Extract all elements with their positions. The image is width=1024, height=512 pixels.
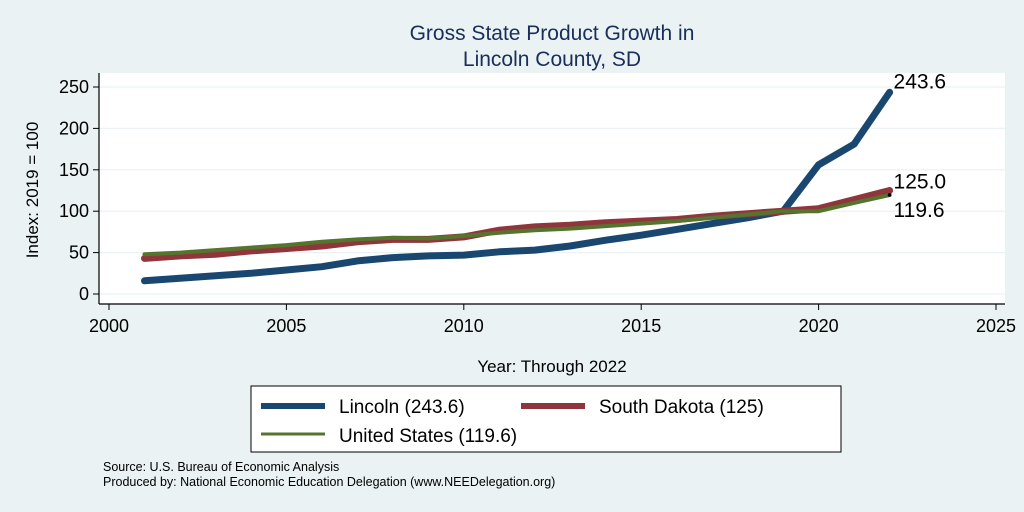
- x-tick-label: 2005: [266, 316, 306, 336]
- chart-title-line-1: Gross State Product Growth in: [410, 22, 695, 45]
- legend-label-united-states: United States (119.6): [339, 426, 517, 447]
- x-axis-title: Year: Through 2022: [477, 357, 626, 376]
- y-tick-label: 200: [59, 118, 89, 138]
- y-tick-label: 50: [69, 243, 89, 263]
- axes: 0 50 100 150 200 250 2000 2005 2010 2015 2020 2025: [59, 73, 1016, 336]
- x-tick-label: 2010: [444, 316, 484, 336]
- plot-area: [99, 73, 1005, 304]
- legend-box: [250, 385, 842, 453]
- legend: Lincoln (243.6) South Dakota (125) Unite…: [250, 385, 842, 453]
- x-tick-label: 2015: [621, 316, 661, 336]
- y-tick-label: 250: [59, 77, 89, 97]
- end-label-united-states: 119.6: [894, 199, 945, 222]
- legend-label-lincoln: Lincoln (243.6): [339, 397, 465, 418]
- end-label-south-dakota: 125.0: [894, 171, 947, 194]
- y-tick-label: 150: [59, 160, 89, 180]
- x-tick-label: 2000: [89, 316, 129, 336]
- end-point-marker: [887, 193, 892, 197]
- y-tick-label: 100: [59, 201, 89, 221]
- legend-label-south-dakota: South Dakota (125): [599, 397, 764, 418]
- y-tick-label: 0: [79, 284, 89, 304]
- series-line-united-states: [142, 193, 892, 257]
- y-axis-title: Index: 2019 = 100: [23, 122, 42, 259]
- source-note: Source: U.S. Bureau of Economic Analysis: [103, 460, 339, 474]
- x-tick-label: 2025: [976, 316, 1016, 336]
- series-lines: [141, 88, 894, 285]
- produced-by-note: Produced by: National Economic Education…: [103, 475, 555, 489]
- end-labels: 243.6 125.0 119.6: [894, 70, 947, 222]
- x-tick-label: 2020: [799, 316, 839, 336]
- chart-title-line-2: Lincoln County, SD: [463, 48, 641, 71]
- end-label-lincoln: 243.6: [894, 70, 947, 93]
